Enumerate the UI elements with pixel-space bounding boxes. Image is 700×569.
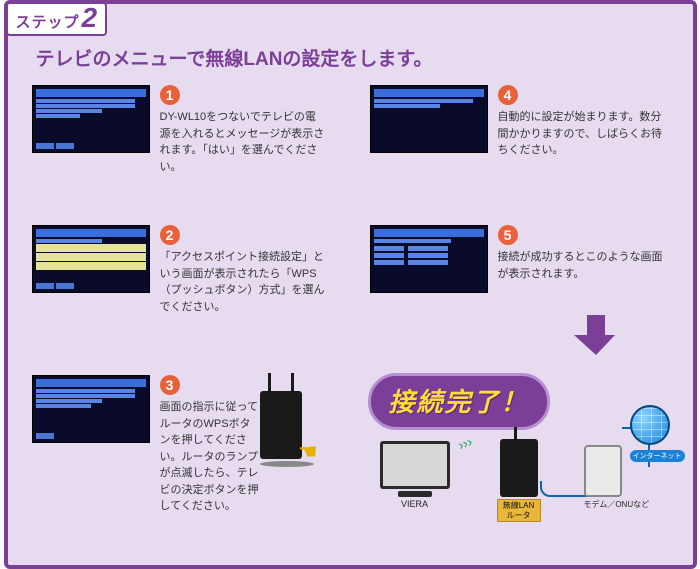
tv-screenshot-4 xyxy=(370,85,488,153)
tv-screenshot-3 xyxy=(32,375,150,443)
wireless-router-icon: 無線LAN ルータ xyxy=(500,439,541,522)
network-diagram: VIERA ››› 無線LAN ルータ モデム／ONUなど インターネット xyxy=(380,425,690,545)
down-arrow-icon xyxy=(573,311,619,357)
completion-text: 接続完了！ xyxy=(368,373,550,430)
internet-label: インターネット xyxy=(630,450,685,462)
section-title: テレビのメニューで無線LANの設定をします。 xyxy=(8,38,693,85)
router-label: 無線LAN ルータ xyxy=(497,499,541,522)
step-badge-3: 3 xyxy=(160,375,180,395)
instruction-item-2: 2 「アクセスポイント接続設定」という画面が表示されたら「WPS（プッシュボタン… xyxy=(32,225,325,315)
tv-screenshot-5 xyxy=(370,225,488,293)
instruction-item-3: 3 画面の指示に従ってルータのWPSボタンを押してください。ルータのランプが点滅… xyxy=(32,375,260,515)
instruction-text-2: 2 「アクセスポイント接続設定」という画面が表示されたら「WPS（プッシュボタン… xyxy=(160,225,325,315)
pointing-hand-icon: ☛ xyxy=(298,439,318,465)
instruction-text-4: 4 自動的に設定が始まります。数分間かかりますので、しばらくお待ちください。 xyxy=(498,85,663,159)
step-badge-1: 1 xyxy=(160,85,180,105)
step-text-2: 「アクセスポイント接続設定」という画面が表示されたら「WPS（プッシュボタン）方… xyxy=(160,249,325,315)
tv-screenshot-1 xyxy=(32,85,150,153)
completion-badge: 接続完了！ xyxy=(368,373,550,430)
internet-globe-icon: インターネット xyxy=(630,405,685,463)
instruction-text-1: 1 DY-WL10をつないでテレビの電源を入れるとメッセージが表示されます。「は… xyxy=(160,85,325,175)
tv-screenshot-2 xyxy=(32,225,150,293)
step-badge-4: 4 xyxy=(498,85,518,105)
content-area: 1 DY-WL10をつないでテレビの電源を入れるとメッセージが表示されます。「は… xyxy=(8,85,693,545)
instruction-item-4: 4 自動的に設定が始まります。数分間かかりますので、しばらくお待ちください。 xyxy=(370,85,663,159)
step-badge-5: 5 xyxy=(498,225,518,245)
step-text-3: 画面の指示に従ってルータのWPSボタンを押してください。ルータのランプが点滅した… xyxy=(160,399,260,515)
tv-label: VIERA xyxy=(380,499,450,509)
step-label: ステップ xyxy=(16,11,80,32)
instruction-text-5: 5 接続が成功するとこのような画面が表示されます。 xyxy=(498,225,663,293)
step-panel: ステップ 2 テレビのメニューで無線LANの設定をします。 1 DY-WL10を… xyxy=(4,0,697,569)
step-badge-2: 2 xyxy=(160,225,180,245)
modem-label: モデム／ONUなど xyxy=(584,499,650,510)
step-tab: ステップ 2 xyxy=(6,2,108,36)
step-text-1: DY-WL10をつないでテレビの電源を入れるとメッセージが表示されます。「はい」… xyxy=(160,109,325,175)
tv-icon: VIERA xyxy=(380,441,450,509)
step-number: 2 xyxy=(82,7,98,29)
wifi-waves-icon: ››› xyxy=(455,433,474,453)
instruction-item-1: 1 DY-WL10をつないでテレビの電源を入れるとメッセージが表示されます。「は… xyxy=(32,85,325,175)
step-text-4: 自動的に設定が始まります。数分間かかりますので、しばらくお待ちください。 xyxy=(498,109,663,159)
instruction-item-5: 5 接続が成功するとこのような画面が表示されます。 xyxy=(370,225,663,293)
instruction-text-3: 3 画面の指示に従ってルータのWPSボタンを押してください。ルータのランプが点滅… xyxy=(160,375,260,515)
step-text-5: 接続が成功するとこのような画面が表示されます。 xyxy=(498,249,663,282)
